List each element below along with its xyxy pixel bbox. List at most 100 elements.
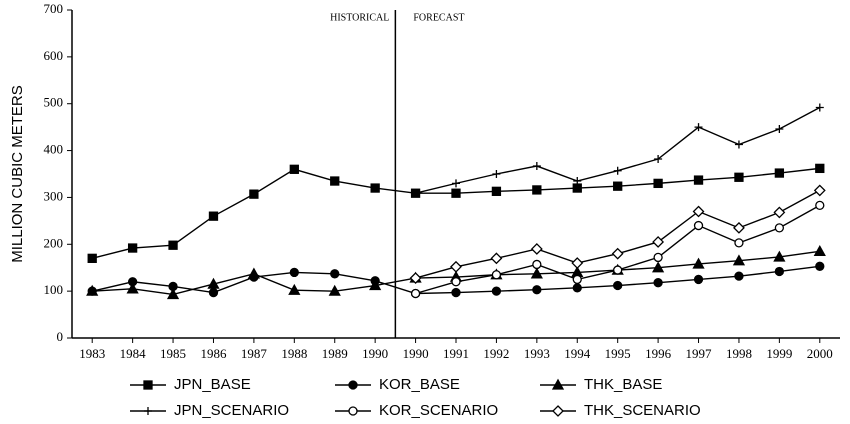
- legend-label: THK_BASE: [584, 376, 662, 393]
- marker: [208, 211, 219, 221]
- marker: [815, 103, 824, 112]
- x-tick-label: 1995: [605, 346, 631, 361]
- marker: [492, 170, 501, 178]
- series-line: [415, 106, 821, 194]
- x-tick-label: 1988: [281, 346, 307, 361]
- y-tick-label: 0: [57, 329, 64, 344]
- marker: [552, 405, 564, 417]
- x-tick-label: 1999: [766, 346, 792, 361]
- marker: [572, 274, 582, 285]
- marker: [451, 287, 461, 298]
- marker: [530, 267, 543, 279]
- marker: [86, 284, 99, 296]
- y-tick-label: 300: [44, 188, 64, 203]
- x-tick-label: 1992: [483, 346, 509, 361]
- marker: [815, 163, 825, 174]
- marker: [693, 175, 704, 185]
- marker: [207, 277, 220, 289]
- marker: [289, 267, 299, 278]
- marker: [348, 380, 358, 390]
- marker: [551, 378, 565, 390]
- x-tick-label: 1990: [403, 346, 429, 361]
- marker: [613, 265, 623, 275]
- marker: [693, 220, 704, 231]
- marker: [734, 271, 744, 281]
- marker: [166, 288, 180, 300]
- marker: [249, 189, 259, 199]
- marker: [571, 257, 584, 269]
- marker: [490, 252, 503, 265]
- marker: [773, 206, 786, 219]
- marker: [734, 172, 744, 182]
- marker: [289, 164, 299, 174]
- marker: [732, 254, 746, 266]
- legend-label: KOR_BASE: [379, 376, 460, 393]
- y-tick-label: 500: [44, 95, 64, 110]
- y-tick-label: 600: [44, 48, 64, 63]
- marker: [247, 267, 260, 279]
- marker: [613, 166, 622, 175]
- marker: [693, 274, 704, 285]
- legend-label: JPN_BASE: [174, 376, 251, 393]
- marker: [288, 283, 301, 295]
- marker: [348, 406, 358, 416]
- marker: [127, 243, 138, 253]
- marker: [653, 178, 663, 189]
- marker: [653, 278, 663, 288]
- marker: [694, 123, 703, 132]
- marker: [328, 284, 341, 296]
- x-tick-label: 1986: [200, 346, 227, 361]
- marker: [813, 244, 826, 256]
- marker: [733, 221, 745, 234]
- marker: [491, 286, 502, 296]
- marker: [773, 250, 786, 262]
- annotation: HISTORICAL: [330, 12, 389, 23]
- marker: [451, 277, 461, 287]
- x-tick-label: 1998: [726, 346, 752, 361]
- marker: [87, 253, 97, 263]
- marker: [208, 287, 219, 298]
- x-tick-label: 1989: [322, 346, 348, 361]
- y-tick-label: 100: [44, 282, 64, 297]
- marker: [692, 205, 705, 218]
- marker: [573, 177, 582, 186]
- marker: [774, 223, 785, 233]
- x-tick-label: 1994: [564, 346, 591, 361]
- x-tick-label: 1983: [79, 346, 105, 361]
- marker: [652, 236, 665, 248]
- marker: [572, 183, 582, 193]
- marker: [775, 125, 784, 134]
- marker: [734, 140, 743, 149]
- marker: [652, 261, 665, 273]
- y-tick-label: 200: [44, 235, 64, 250]
- marker: [491, 270, 502, 280]
- marker: [611, 247, 624, 260]
- x-tick-label: 1990: [362, 346, 388, 361]
- marker: [654, 155, 663, 164]
- marker: [532, 285, 542, 295]
- legend-label: JPN_SCENARIO: [174, 402, 289, 419]
- marker: [530, 243, 543, 255]
- marker: [330, 269, 340, 279]
- legend-label: KOR_SCENARIO: [379, 402, 498, 419]
- x-tick-label: 1984: [120, 346, 147, 361]
- marker: [451, 188, 461, 198]
- marker: [532, 162, 541, 171]
- marker: [411, 189, 420, 198]
- marker: [532, 259, 542, 270]
- marker: [774, 168, 785, 178]
- y-axis-label: MILLION CUBIC METERS: [9, 85, 26, 263]
- marker: [613, 181, 623, 191]
- marker: [653, 252, 663, 263]
- marker: [491, 186, 502, 196]
- x-tick-label: 1996: [645, 346, 672, 361]
- marker: [126, 282, 139, 294]
- marker: [813, 184, 826, 197]
- y-tick-label: 400: [44, 142, 64, 157]
- x-tick-label: 1997: [686, 346, 713, 361]
- marker: [692, 257, 705, 269]
- marker: [168, 240, 178, 250]
- marker: [815, 261, 825, 271]
- marker: [450, 260, 462, 273]
